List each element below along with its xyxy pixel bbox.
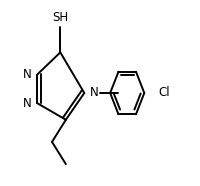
Text: N: N [23,97,32,110]
Text: N: N [23,68,32,81]
Text: N: N [90,86,99,100]
Text: SH: SH [52,11,68,24]
Text: Cl: Cl [158,86,170,100]
